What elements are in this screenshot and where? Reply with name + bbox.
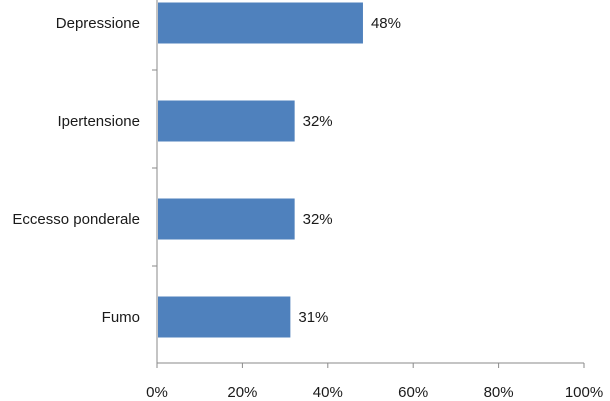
bar xyxy=(158,2,363,44)
bar xyxy=(158,296,291,338)
category-label: Eccesso ponderale xyxy=(12,211,140,228)
bar xyxy=(158,198,295,240)
x-tick-label: 100% xyxy=(565,384,603,401)
x-tick-label: 60% xyxy=(398,384,428,401)
bar xyxy=(158,100,295,142)
plot-area: 0% 20% 40% 60% 80% 100% Depressione 48% Ipertens… xyxy=(12,0,603,401)
data-label: 32% xyxy=(303,113,333,130)
category-label: Fumo xyxy=(102,309,140,326)
x-tick-label: 20% xyxy=(227,384,257,401)
data-label: 48% xyxy=(371,15,401,32)
category-label: Ipertensione xyxy=(57,113,140,130)
data-label: 32% xyxy=(303,211,333,228)
x-tick-label: 40% xyxy=(313,384,343,401)
data-label: 31% xyxy=(298,309,328,326)
x-tick-label: 0% xyxy=(146,384,168,401)
x-tick-label: 80% xyxy=(484,384,514,401)
category-label: Depressione xyxy=(56,15,140,32)
